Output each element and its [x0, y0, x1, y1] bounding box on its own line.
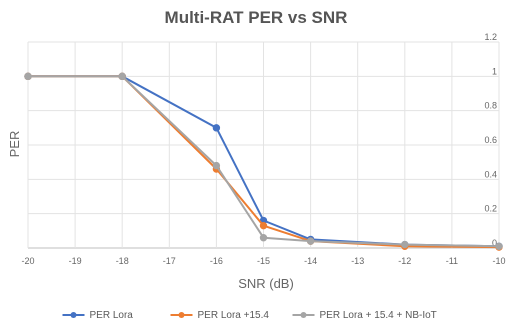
data-point: [212, 124, 221, 132]
x-axis-ticks: -20 -19 -18 -17 -16 -15 -14 -13 -12 -11 -10: [21, 256, 505, 266]
x-tick-label: -15: [257, 256, 270, 266]
data-point: [24, 72, 32, 81]
y-tick-label: 0.2: [484, 204, 497, 214]
chart-title: Multi-RAT PER vs SNR: [165, 8, 348, 27]
legend-item: PER Lora: [62, 310, 134, 321]
data-point: [259, 234, 268, 242]
series-layer: [24, 72, 503, 251]
series-3: [24, 72, 503, 250]
legend-marker: [178, 312, 185, 318]
x-tick-label: -11: [446, 256, 458, 266]
legend-marker: [300, 312, 307, 318]
x-tick-label: -13: [351, 256, 364, 266]
x-tick-label: -17: [163, 256, 176, 266]
data-point: [306, 237, 315, 245]
y-tick-label: 0.8: [484, 101, 497, 111]
x-tick-label: -20: [21, 256, 34, 266]
y-axis-ticks: 0 0.2 0.4 0.6 0.8 1 1.2: [484, 32, 497, 248]
data-point: [118, 72, 126, 81]
legend-item: PER Lora +15.4: [170, 310, 270, 321]
data-point: [401, 240, 409, 249]
y-tick-label: 1: [492, 66, 497, 76]
x-tick-label: -18: [116, 256, 129, 266]
x-tick-label: -19: [69, 256, 82, 266]
x-tick-label: -12: [398, 256, 411, 266]
legend-marker: [70, 312, 77, 318]
x-tick-label: -14: [304, 256, 317, 266]
legend-label: PER Lora: [90, 310, 134, 321]
legend-label: PER Lora +15.4: [198, 310, 270, 321]
y-tick-label: 0: [492, 238, 497, 248]
legend: PER Lora PER Lora +15.4 PER Lora + 15.4 + …: [62, 310, 437, 321]
y-tick-label: 1.2: [484, 32, 497, 42]
y-tick-label: 0.4: [484, 169, 497, 179]
x-tick-label: -16: [210, 256, 223, 266]
data-point: [495, 242, 503, 250]
x-tick-label: -10: [492, 256, 505, 266]
y-axis-label: PER: [7, 131, 22, 158]
data-point: [259, 221, 268, 230]
legend-item: PER Lora + 15.4 + NB-IoT: [292, 310, 437, 321]
legend-label: PER Lora + 15.4 + NB-IoT: [320, 310, 437, 321]
y-tick-label: 0.6: [484, 135, 497, 145]
x-axis-label: SNR (dB): [238, 276, 294, 291]
data-point: [212, 161, 221, 170]
